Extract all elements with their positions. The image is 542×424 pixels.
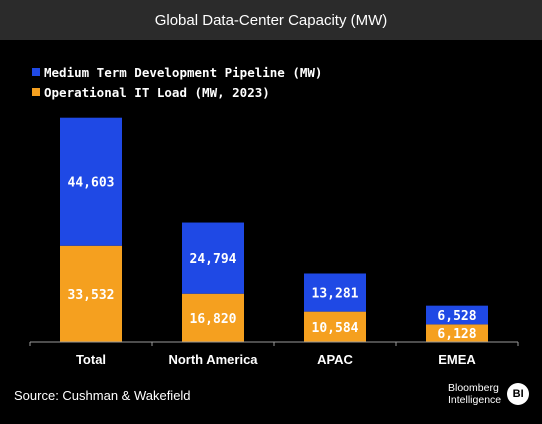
legend-label-pipeline: Medium Term Development Pipeline (MW): [44, 64, 323, 80]
brand-text: Bloomberg Intelligence: [448, 382, 501, 406]
bar-pipeline-1: [182, 222, 244, 294]
x-tick-label-3: EMEA: [438, 352, 476, 367]
data-label-operational-3: 6,128: [437, 327, 476, 342]
legend-item-operational: Operational IT Load (MW, 2023): [32, 82, 322, 102]
chart-panel: 33,532 44,603 Total 16,820 24,794 North Ameri…: [0, 40, 542, 424]
x-tick-label-1: North America: [168, 352, 258, 367]
data-label-pipeline-0: 44,603: [68, 176, 115, 191]
legend-label-operational: Operational IT Load (MW, 2023): [44, 84, 270, 100]
chart-plot: 33,532 44,603 Total 16,820 24,794 North Ameri…: [29, 117, 519, 367]
chart-title: Global Data-Center Capacity (MW): [0, 0, 542, 40]
data-label-pipeline-1: 24,794: [190, 252, 237, 267]
bar-operational-3: [426, 324, 488, 342]
x-tick-label-2: APAC: [317, 352, 353, 367]
legend-swatch-operational: [32, 88, 40, 96]
brand-logo: Bloomberg Intelligence BI: [448, 382, 530, 406]
brand-line-2: Intelligence: [448, 394, 502, 406]
bar-pipeline-2: [304, 273, 366, 312]
data-label-operational-1: 16,820: [190, 312, 237, 327]
legend: Medium Term Development Pipeline (MW) Op…: [32, 62, 322, 102]
bar-pipeline-3: [426, 305, 488, 325]
bar-pipeline-0: [60, 117, 122, 246]
x-tick-label-0: Total: [76, 352, 106, 367]
data-label-operational-0: 33,532: [68, 288, 115, 303]
legend-item-pipeline: Medium Term Development Pipeline (MW): [32, 62, 322, 82]
data-label-pipeline-3: 6,528: [437, 309, 476, 324]
bar-operational-0: [60, 245, 122, 342]
brand-line-1: Bloomberg: [448, 382, 499, 394]
bi-badge-icon: BI: [507, 383, 530, 405]
bar-operational-2: [304, 311, 366, 342]
data-label-operational-2: 10,584: [312, 321, 359, 336]
legend-swatch-pipeline: [32, 68, 40, 76]
data-label-pipeline-2: 13,281: [312, 287, 359, 302]
bar-operational-1: [182, 293, 244, 342]
source-note: Source: Cushman & Wakefield: [14, 388, 191, 403]
